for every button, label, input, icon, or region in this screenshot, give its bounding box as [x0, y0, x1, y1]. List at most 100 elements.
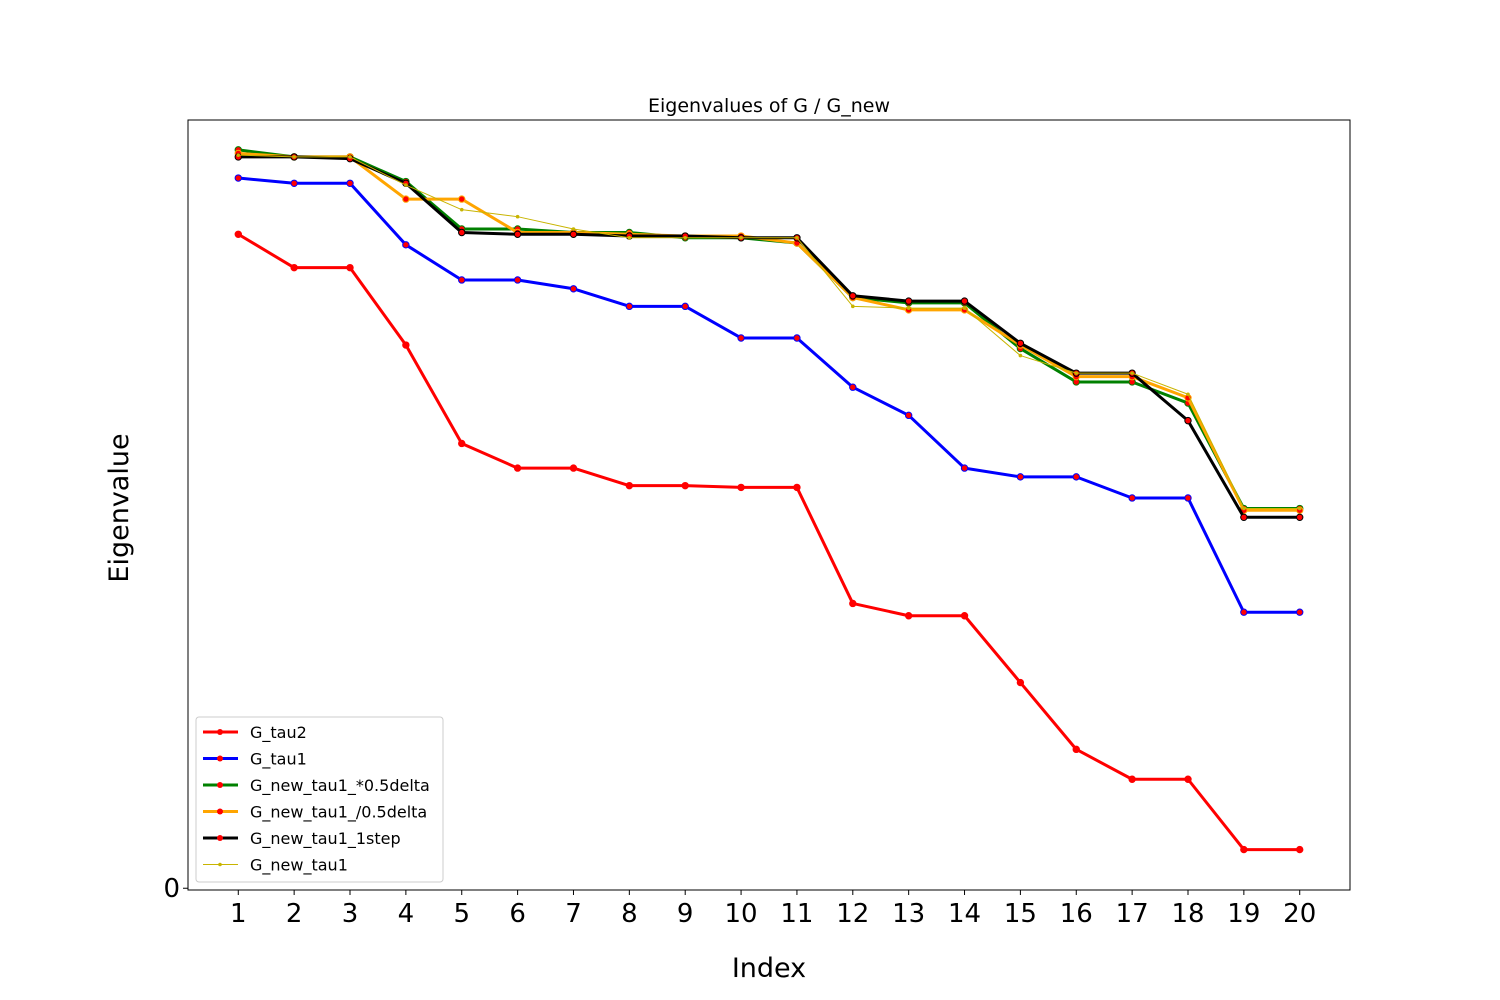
data-point	[1184, 416, 1192, 425]
y-axis-ticks: 0	[163, 874, 188, 904]
data-point	[681, 481, 689, 490]
x-tick-label: 6	[509, 899, 526, 929]
legend-label: G_new_tau1_1step	[250, 829, 401, 849]
data-point	[681, 302, 689, 311]
data-point	[1240, 845, 1248, 854]
series-G_tau1	[234, 174, 1304, 616]
data-point	[1072, 473, 1080, 481]
series-line	[238, 176, 1300, 614]
data-point	[1296, 845, 1304, 854]
legend-label: G_new_tau1	[250, 856, 348, 876]
data-point	[737, 334, 745, 342]
data-point	[683, 235, 688, 240]
x-tick-label: 13	[892, 899, 925, 929]
data-point	[569, 464, 578, 472]
data-point	[346, 179, 354, 187]
data-point	[1186, 392, 1190, 397]
data-point	[513, 230, 522, 238]
legend-item: G_tau1	[203, 750, 307, 770]
x-tick-label: 10	[725, 899, 758, 929]
data-point	[513, 276, 522, 284]
x-tick-label: 15	[1004, 899, 1037, 929]
x-axis-label: Index	[732, 953, 806, 984]
x-tick-label: 18	[1171, 899, 1204, 929]
data-point	[960, 464, 969, 472]
data-point	[850, 304, 855, 309]
x-tick-label: 3	[342, 899, 359, 929]
data-point	[904, 411, 913, 420]
data-point	[1296, 608, 1304, 616]
data-point	[515, 214, 520, 219]
data-point	[236, 153, 241, 157]
legend-marker	[217, 835, 223, 841]
data-point	[1018, 353, 1023, 358]
x-tick-label: 1	[230, 899, 247, 929]
x-tick-label: 16	[1060, 899, 1093, 929]
data-point	[234, 174, 242, 182]
legend-item: G_new_tau1	[203, 856, 348, 876]
data-point	[906, 306, 911, 310]
legend-marker	[217, 808, 223, 815]
data-point	[402, 241, 410, 249]
x-axis-ticks: 1 2 3 4 5 6 7 8 9 10 11 12 13 14 15 16 17 18 19 20	[230, 890, 1316, 929]
data-point	[849, 383, 857, 391]
data-point	[962, 306, 967, 310]
x-tick-label: 2	[286, 899, 303, 929]
x-tick-label: 19	[1227, 899, 1260, 929]
data-point	[569, 285, 578, 293]
data-point	[402, 195, 410, 203]
data-point	[458, 228, 466, 237]
data-point	[1128, 494, 1136, 502]
x-tick-label: 4	[398, 899, 415, 929]
data-point	[458, 195, 466, 203]
x-tick-label: 17	[1116, 899, 1149, 929]
x-tick-label: 8	[621, 899, 638, 929]
data-point	[737, 483, 745, 492]
data-point	[1297, 506, 1302, 511]
legend-item: G_new_tau1_*0.5delta	[203, 776, 430, 796]
data-point	[793, 334, 801, 342]
series-line	[238, 151, 1300, 512]
data-point	[290, 263, 298, 272]
data-point	[458, 276, 466, 284]
legend-marker	[217, 755, 223, 762]
data-point	[1016, 473, 1025, 481]
data-point	[1296, 513, 1304, 522]
series-G_tau2	[234, 230, 1304, 854]
x-tick-label: 11	[780, 899, 813, 929]
data-point	[348, 155, 352, 159]
legend-item: G_tau2	[203, 723, 307, 743]
data-point	[292, 155, 296, 159]
chart-title: Eigenvalues of G / G_new	[648, 95, 890, 117]
x-tick-label: 12	[836, 899, 869, 929]
data-point	[571, 227, 576, 231]
data-point	[1128, 775, 1136, 783]
legend-marker	[217, 782, 223, 788]
data-point	[904, 612, 913, 620]
data-point	[849, 599, 857, 608]
data-point	[1130, 371, 1134, 375]
data-point	[627, 235, 632, 240]
data-point	[1240, 513, 1248, 522]
data-point	[960, 297, 969, 305]
legend-label: G_tau2	[250, 723, 307, 743]
data-point	[960, 612, 969, 620]
legend-item: G_new_tau1_/0.5delta	[203, 803, 427, 823]
series-line	[238, 154, 1300, 510]
x-tick-label: 14	[948, 899, 981, 929]
y-tick-label: 0	[163, 874, 180, 904]
data-point	[1240, 608, 1248, 616]
y-axis-label: Eigenvalue	[104, 433, 135, 582]
data-point	[458, 439, 466, 448]
series-G_new_tau1	[236, 153, 1302, 511]
data-point	[459, 207, 464, 212]
data-point	[1074, 371, 1079, 375]
x-tick-label: 5	[453, 899, 470, 929]
data-point	[1242, 506, 1246, 511]
series-layer	[234, 146, 1304, 854]
legend: G_tau2 G_tau1 G_new_tau1_*0.5delta G_new_ta…	[195, 716, 444, 883]
data-point	[1072, 745, 1080, 754]
data-point	[625, 481, 634, 490]
legend-box	[195, 716, 444, 883]
